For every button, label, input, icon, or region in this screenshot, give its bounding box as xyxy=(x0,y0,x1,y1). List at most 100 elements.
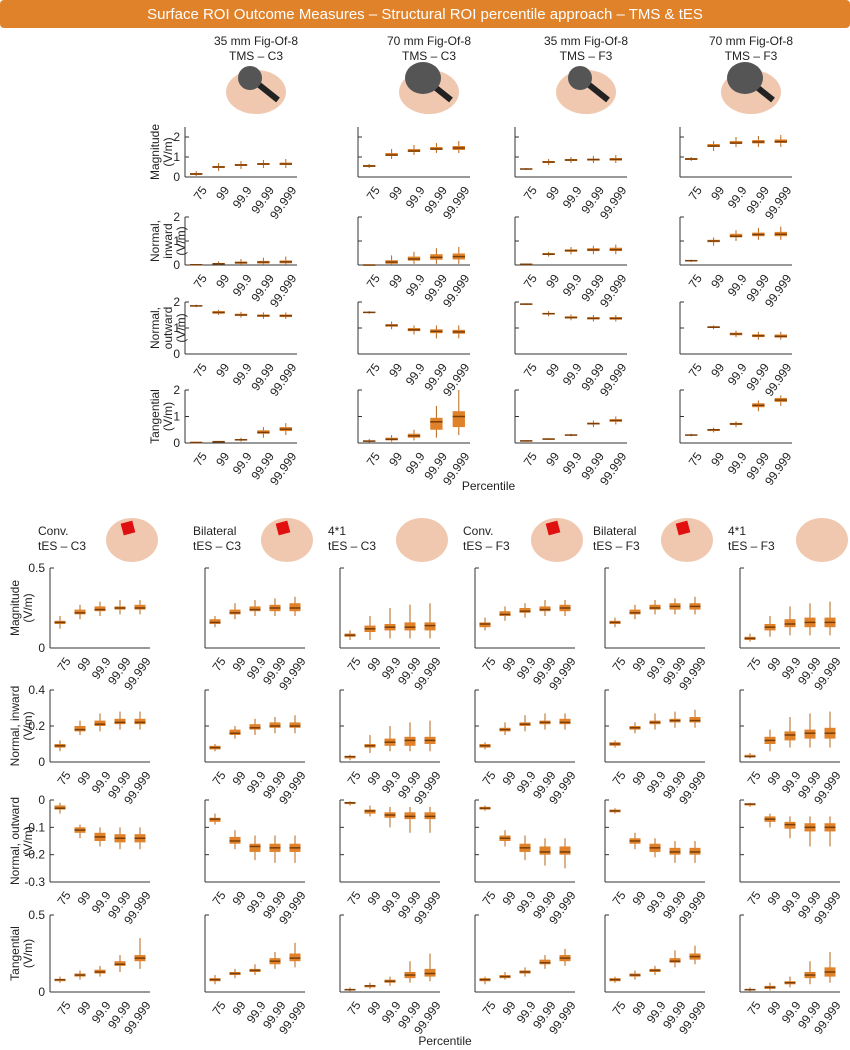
electrode xyxy=(120,520,136,536)
head-image xyxy=(531,518,583,562)
column-title: Conv. xyxy=(463,524,493,538)
x-tick-label: 75 xyxy=(745,654,764,673)
x-tick-label: 99 xyxy=(213,449,232,468)
box xyxy=(344,756,356,759)
x-tick-label: 75 xyxy=(345,654,364,673)
x-tick-label: 99 xyxy=(213,183,232,202)
y-axis-label: (V/m) xyxy=(21,826,35,855)
x-tick-label: 75 xyxy=(345,768,364,787)
y-tick-label: 0 xyxy=(173,258,180,272)
y-axis-label: inward xyxy=(161,223,175,258)
x-axis-label: Percentile xyxy=(462,479,516,493)
box xyxy=(209,619,221,624)
box xyxy=(424,968,436,977)
x-tick-label: 75 xyxy=(55,654,74,673)
box xyxy=(249,724,261,730)
x-tick-label: 99 xyxy=(386,360,405,379)
x-tick-label: 75 xyxy=(521,449,540,468)
coil xyxy=(405,62,441,94)
x-tick-label: 75 xyxy=(610,998,629,1017)
x-tick-label: 75 xyxy=(191,449,210,468)
x-tick-label: 75 xyxy=(480,998,499,1017)
y-axis-label: Normal, outward xyxy=(8,797,22,885)
box xyxy=(539,846,551,855)
x-tick-label: 75 xyxy=(210,998,229,1017)
x-tick-label: 75 xyxy=(480,654,499,673)
y-axis-label: (V/m) xyxy=(174,226,188,255)
y-tick-label: 1 xyxy=(173,410,180,424)
y-axis-label: Tangential xyxy=(8,926,22,981)
box xyxy=(114,718,126,725)
y-axis-label: (V/m) xyxy=(161,402,175,431)
box xyxy=(519,608,531,613)
x-tick-label: 75 xyxy=(345,998,364,1017)
column-title: tES – C3 xyxy=(38,539,86,553)
column-title: 35 mm Fig-Of-8 xyxy=(544,34,628,48)
column-title: tES – F3 xyxy=(593,539,640,553)
x-tick-label: 75 xyxy=(521,271,540,290)
title-bar xyxy=(0,0,850,28)
box xyxy=(229,729,241,735)
coil xyxy=(727,62,763,94)
x-tick-label: 75 xyxy=(191,183,210,202)
x-tick-label: 99 xyxy=(708,271,727,290)
y-tick-label: 0 xyxy=(38,641,45,655)
box xyxy=(289,603,301,612)
x-tick-label: 75 xyxy=(210,888,229,907)
box xyxy=(479,622,491,628)
box xyxy=(559,718,571,725)
y-tick-label: 2 xyxy=(173,295,180,309)
column-title: Conv. xyxy=(38,524,68,538)
column-title: TMS – C3 xyxy=(229,49,283,63)
y-tick-label: 0.4 xyxy=(28,683,45,697)
x-tick-label: 99 xyxy=(386,271,405,290)
x-tick-label: 75 xyxy=(210,768,229,787)
y-axis-label: Tangential xyxy=(148,389,162,444)
y-tick-label: 2 xyxy=(173,383,180,397)
y-axis-label: Normal, inward xyxy=(8,686,22,767)
x-tick-label: 75 xyxy=(745,998,764,1017)
x-tick-label: 75 xyxy=(686,360,705,379)
y-axis-label: outward xyxy=(161,307,175,350)
box xyxy=(539,959,551,965)
box xyxy=(74,726,86,732)
x-tick-label: 75 xyxy=(345,888,364,907)
y-axis-label: (V/m) xyxy=(21,939,35,968)
box xyxy=(669,958,681,963)
y-axis-label: (V/m) xyxy=(161,137,175,166)
y-tick-label: 0 xyxy=(38,755,45,769)
electrode xyxy=(275,520,291,536)
y-tick-label: 0.5 xyxy=(28,561,45,575)
column-title: 70 mm Fig-Of-8 xyxy=(709,34,793,48)
box xyxy=(289,953,301,962)
box xyxy=(452,411,465,428)
column-title: tES – C3 xyxy=(328,539,376,553)
x-tick-label: 75 xyxy=(364,183,383,202)
column-title: TMS – F3 xyxy=(725,49,778,63)
box xyxy=(94,720,106,726)
y-axis-label: Normal, xyxy=(148,220,162,262)
x-tick-label: 75 xyxy=(521,183,540,202)
x-tick-label: 99 xyxy=(543,449,562,468)
column-title: 35 mm Fig-Of-8 xyxy=(214,34,298,48)
x-tick-label: 99 xyxy=(386,183,405,202)
coil xyxy=(568,66,592,90)
x-tick-label: 75 xyxy=(191,271,210,290)
box xyxy=(689,717,701,723)
coil-handle xyxy=(586,81,610,103)
x-tick-label: 99 xyxy=(213,360,232,379)
y-tick-label: -0.1 xyxy=(24,820,45,834)
x-tick-label: 75 xyxy=(55,998,74,1017)
y-tick-label: 2 xyxy=(173,130,180,144)
box xyxy=(134,718,146,725)
box xyxy=(499,611,511,616)
y-axis-label: Magnitude xyxy=(8,580,22,636)
box xyxy=(404,622,416,631)
box xyxy=(430,417,443,430)
x-tick-label: 75 xyxy=(610,768,629,787)
x-tick-label: 75 xyxy=(364,360,383,379)
head-image xyxy=(261,518,313,562)
x-tick-label: 75 xyxy=(364,271,383,290)
head-image xyxy=(661,518,713,562)
